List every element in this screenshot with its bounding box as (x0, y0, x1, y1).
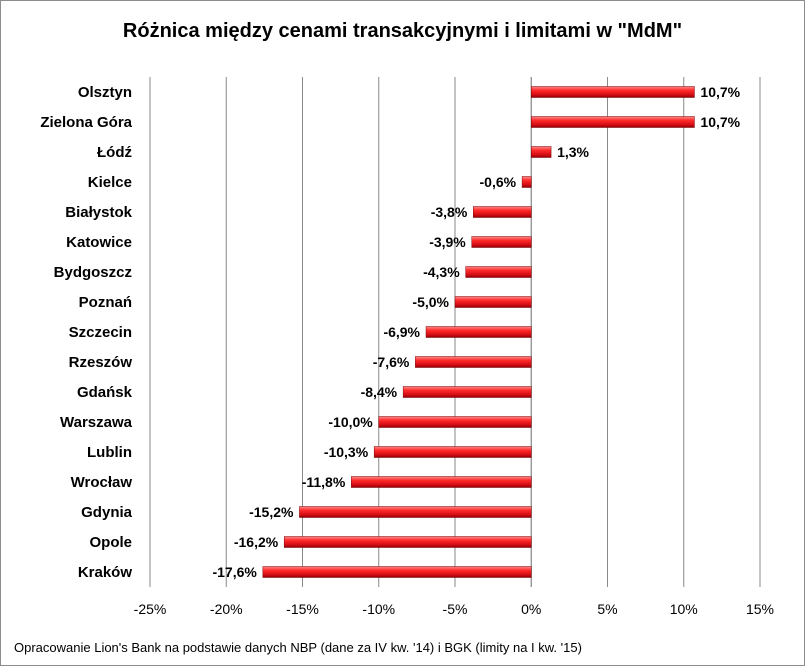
x-tick-label: -10% (362, 601, 395, 617)
category-label: Warszawa (60, 414, 133, 431)
category-label: Kraków (78, 564, 133, 581)
category-labels: Olsztyn Zielona Góra Łódź Kielce Białystok Ka… (40, 84, 132, 581)
bar (471, 236, 532, 248)
gridlines (149, 77, 761, 587)
x-tick-label: -15% (286, 601, 319, 617)
category-label: Bydgoszcz (54, 264, 132, 281)
x-tick-label: 10% (670, 601, 698, 617)
data-label: 1,3% (557, 144, 589, 160)
bar (521, 176, 532, 188)
bar (531, 146, 552, 158)
category-label: Łódź (97, 144, 132, 161)
category-label: Białystok (65, 204, 132, 221)
category-label: Lublin (87, 444, 132, 461)
chart-title: Różnica między cenami transakcyjnymi i l… (122, 20, 683, 42)
bar (415, 356, 532, 368)
category-label: Wrocław (71, 474, 133, 491)
bar (465, 266, 532, 278)
x-tick-label: 0% (521, 601, 541, 617)
bar (373, 446, 532, 458)
category-label: Poznań (79, 294, 132, 311)
bars (262, 86, 695, 578)
data-label: -17,6% (212, 564, 257, 580)
data-label: -16,2% (234, 534, 279, 550)
data-label: -0,6% (480, 174, 517, 190)
x-tick-label: 5% (597, 601, 617, 617)
data-label: -15,2% (249, 504, 294, 520)
data-label: 10,7% (700, 84, 740, 100)
category-label: Gdynia (81, 504, 133, 521)
data-labels: 10,7% 10,7% 1,3% -0,6% -3,8% -3,9% -4,3% -5,0% -… (212, 84, 740, 580)
bar (283, 536, 532, 548)
bar (531, 116, 695, 128)
bar (425, 326, 532, 338)
data-label: -10,3% (324, 444, 369, 460)
data-label: -8,4% (361, 384, 398, 400)
data-label: 10,7% (700, 114, 740, 130)
category-label: Gdańsk (77, 384, 133, 401)
bar (262, 566, 532, 578)
data-label: -4,3% (423, 264, 460, 280)
bar (402, 386, 532, 398)
category-label: Katowice (66, 234, 132, 251)
x-tick-label: -5% (443, 601, 468, 617)
x-tick-label: 15% (746, 601, 774, 617)
x-axis-tick-labels: -25% -20% -15% -10% -5% 0% 5% 10% 15% (134, 601, 774, 617)
data-label: -10,0% (328, 414, 373, 430)
category-label: Szczecin (69, 324, 132, 341)
category-label: Olsztyn (78, 84, 132, 101)
x-tick-label: -20% (210, 601, 243, 617)
category-label: Kielce (88, 174, 132, 191)
data-label: -6,9% (383, 324, 420, 340)
category-label: Rzeszów (69, 354, 133, 371)
data-label: -3,8% (431, 204, 468, 220)
bar (378, 416, 532, 428)
data-label: -3,9% (429, 234, 466, 250)
bar (473, 206, 532, 218)
category-label: Opole (89, 534, 132, 551)
bar (351, 476, 532, 488)
category-label: Zielona Góra (40, 114, 132, 131)
bar (299, 506, 532, 518)
data-label: -5,0% (412, 294, 449, 310)
bar (454, 296, 532, 308)
source-footnote: Opracowanie Lion's Bank na podstawie dan… (14, 640, 582, 655)
data-label: -11,8% (302, 474, 346, 490)
x-tick-label: -25% (134, 601, 167, 617)
data-label: -7,6% (373, 354, 410, 370)
bar (531, 86, 695, 98)
